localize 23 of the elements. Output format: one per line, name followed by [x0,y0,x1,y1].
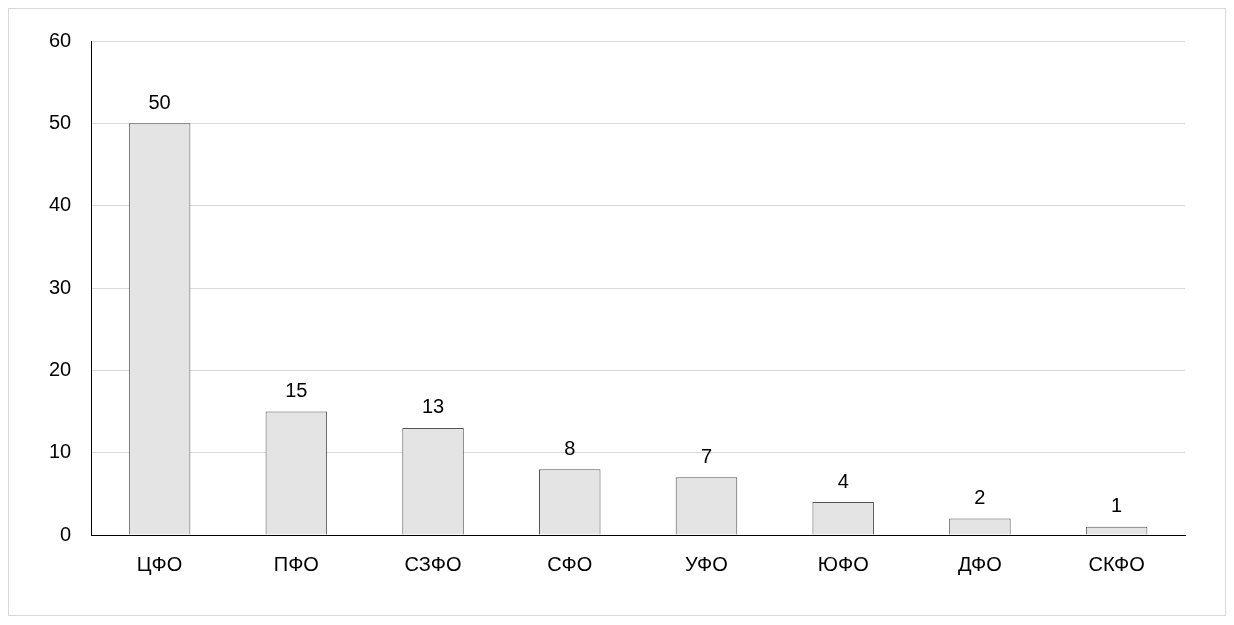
data-label: 7 [700,444,713,467]
y-tick-label: 40 [49,193,72,216]
data-label: 50 [148,90,171,113]
data-label: 2 [974,486,986,509]
y-tick-label: 50 [49,110,72,133]
x-tick-label: ЦФО [136,552,183,575]
y-tick-label: 60 [49,28,72,51]
x-tick-label: ДФО [957,552,1002,575]
x-tick-label: СЗФО [404,552,462,575]
data-label: 15 [285,379,308,402]
y-tick-label: 30 [49,275,72,298]
x-tick-label: УФО [685,552,728,575]
x-tick-label: ЮФО [817,552,869,575]
data-label: 4 [837,469,849,492]
data-label: 1 [1111,494,1123,517]
x-tick-label: СКФО [1088,552,1145,575]
y-tick-label: 20 [49,357,72,380]
data-label: 13 [421,395,445,418]
x-tick-label: СФО [547,552,593,575]
y-tick-label: 10 [49,440,72,463]
y-tick-label: 0 [60,522,72,545]
data-label: 8 [564,436,576,459]
x-tick-label: ПФО [273,552,319,575]
